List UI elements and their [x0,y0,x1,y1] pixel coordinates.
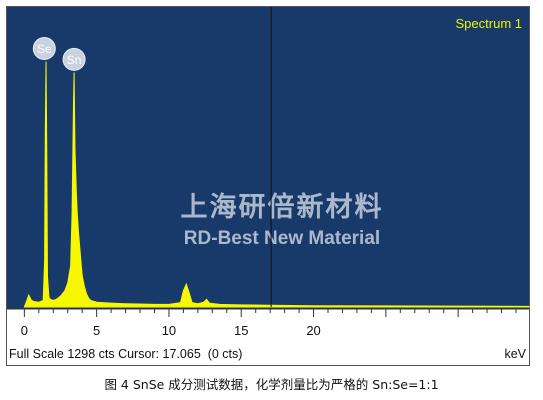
chart-title: Spectrum 1 [456,16,522,31]
x-axis-ticks: 0 5 10 15 20 [21,309,517,338]
watermark-english: RD-Best New Material [184,228,380,249]
x-tick-label: 20 [306,323,320,338]
peak-label-text: Sn [67,53,82,67]
spectrum-outline [23,61,530,308]
x-tick-label: 0 [21,323,28,338]
figure-caption: 图 4 SnSe 成分测试数据，化学剂量比为严格的 Sn:Se=1:1 [104,377,439,392]
x-tick-label: 5 [93,323,100,338]
plot-area [7,7,529,309]
footer-status: Full Scale 1298 cts Cursor: 17.065 (0 ct… [9,347,242,361]
peak-labels: Se Sn [32,36,86,71]
x-tick-label: 10 [162,323,176,338]
x-axis-unit: keV [504,347,526,361]
x-tick-label: 15 [234,323,248,338]
spectrum-series [24,61,529,307]
peak-label-sn: Sn [62,47,86,71]
peak-label-text: Se [37,42,52,56]
watermark-chinese: 上海研倍新材料 [181,191,384,223]
peak-label-se: Se [32,36,56,60]
